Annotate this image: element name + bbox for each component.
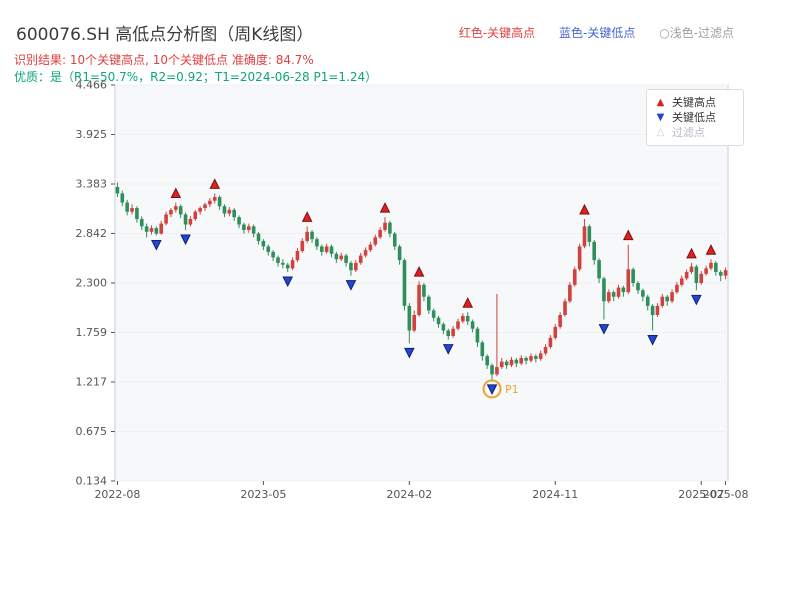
svg-text:2025-08: 2025-08 xyxy=(703,488,749,501)
svg-text:4.466: 4.466 xyxy=(76,79,108,92)
svg-text:3.925: 3.925 xyxy=(76,128,108,141)
svg-text:P1: P1 xyxy=(505,383,519,396)
page-title: 600076.SH 高低点分析图（周K线图） xyxy=(16,25,314,45)
quality-result-text: 优质：是（R1=50.7%，R2=0.92；T1=2024-06-28 P1=1… xyxy=(14,70,378,84)
legend-item-key-high: ▲ 关键高点 xyxy=(655,95,735,110)
legend-item-label: 过滤点 xyxy=(672,126,705,139)
legend-key-high-label: 红色-关键高点 xyxy=(458,26,536,40)
svg-text:2025-07: 2025-07 xyxy=(678,488,724,501)
svg-text:0.134: 0.134 xyxy=(76,475,108,488)
legend-item-filtered: △ 过滤点 xyxy=(655,125,735,140)
svg-text:1.759: 1.759 xyxy=(76,326,108,339)
legend-key-low-label: 蓝色-关键低点 xyxy=(559,26,636,40)
filtered-point-triangle-icon: △ xyxy=(656,127,665,138)
svg-text:2024-02: 2024-02 xyxy=(386,488,432,501)
legend-item-label: 关键低点 xyxy=(672,111,716,124)
svg-text:2024-11: 2024-11 xyxy=(532,488,578,501)
legend-filtered-label: ○浅色-过滤点 xyxy=(659,26,734,40)
recognition-result-text: 识别结果: 10个关键高点, 10个关键低点 准确度: 84.7% xyxy=(14,53,314,67)
svg-text:2022-08: 2022-08 xyxy=(94,488,140,501)
svg-text:2023-05: 2023-05 xyxy=(240,488,286,501)
color-legend: 红色-关键高点 蓝色-关键低点 ○浅色-过滤点 xyxy=(439,24,734,41)
legend-item-key-low: ▼ 关键低点 xyxy=(655,110,735,125)
svg-text:3.383: 3.383 xyxy=(76,178,108,191)
svg-text:2.842: 2.842 xyxy=(76,227,108,240)
key-low-triangle-icon: ▼ xyxy=(656,112,665,123)
chart-legend-box: ▲ 关键高点 ▼ 关键低点 △ 过滤点 xyxy=(646,89,744,146)
key-high-triangle-icon: ▲ xyxy=(656,97,665,108)
svg-text:2.300: 2.300 xyxy=(76,277,108,290)
svg-text:0.675: 0.675 xyxy=(76,425,108,438)
svg-text:1.217: 1.217 xyxy=(76,376,108,389)
legend-item-label: 关键高点 xyxy=(672,96,716,109)
